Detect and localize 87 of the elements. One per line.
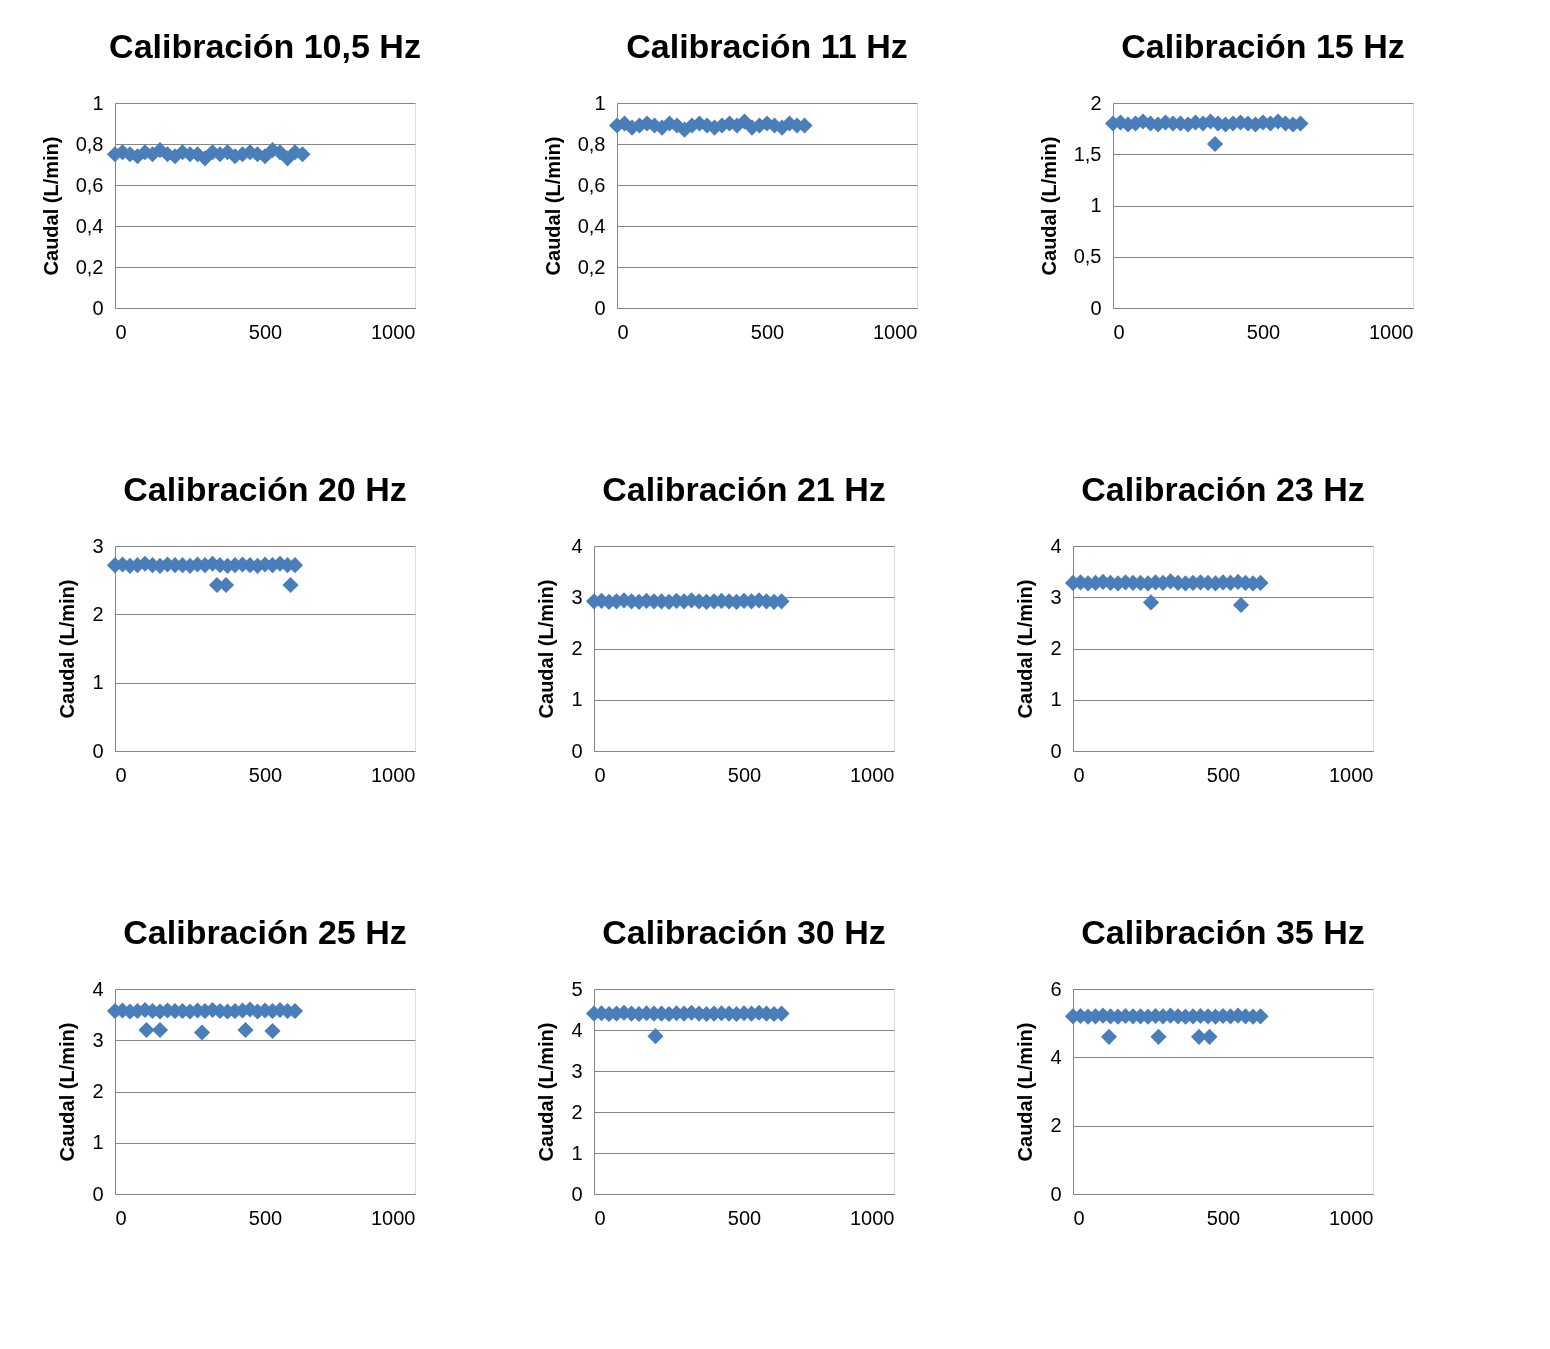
x-tick-label: 500 bbox=[1206, 763, 1241, 786]
y-tick-label: 0,6 bbox=[75, 173, 104, 196]
y-tick-label: 2 bbox=[1050, 637, 1062, 659]
x-tick-label: 1000 bbox=[1329, 1206, 1374, 1229]
y-tick-label: 2 bbox=[571, 1100, 583, 1123]
y-tick-label: 0,8 bbox=[577, 132, 606, 155]
x-tick-label: 500 bbox=[248, 1206, 283, 1229]
y-tick-label: 0 bbox=[1050, 739, 1062, 762]
y-axis-title: Caudal (L/min) bbox=[535, 579, 558, 719]
y-tick-label: 1,5 bbox=[1073, 142, 1102, 165]
x-tick-label: 0 bbox=[115, 763, 127, 786]
x-tick-label: 1000 bbox=[873, 320, 918, 343]
y-tick-label: 0,5 bbox=[1073, 245, 1102, 268]
y-tick-label: 2 bbox=[571, 637, 583, 659]
x-tick-label: 1000 bbox=[1369, 320, 1414, 343]
x-tick-label: 500 bbox=[727, 763, 762, 786]
y-axis-title: Caudal (L/min) bbox=[56, 579, 79, 719]
y-tick-label: 0,4 bbox=[75, 214, 104, 237]
y-axis-title: Caudal (L/min) bbox=[1037, 136, 1060, 276]
y-tick-label: 0 bbox=[594, 296, 606, 319]
y-tick-label: 0,6 bbox=[577, 173, 606, 196]
y-tick-label: 3 bbox=[92, 1028, 104, 1051]
y-tick-label: 3 bbox=[1050, 585, 1062, 608]
y-axis-title: Caudal (L/min) bbox=[56, 1022, 79, 1162]
chart-title: Calibración 35 Hz bbox=[1081, 913, 1365, 951]
y-tick-label: 0 bbox=[92, 296, 104, 319]
x-tick-label: 500 bbox=[727, 1206, 762, 1229]
y-tick-label: 0 bbox=[571, 739, 583, 762]
x-tick-label: 1000 bbox=[371, 1206, 416, 1229]
y-tick-label: 0 bbox=[1050, 1182, 1062, 1205]
y-tick-label: 5 bbox=[571, 977, 583, 1000]
y-tick-label: 1 bbox=[92, 91, 104, 114]
y-tick-label: 3 bbox=[571, 1059, 583, 1082]
y-tick-label: 0,2 bbox=[75, 255, 104, 278]
x-tick-label: 1000 bbox=[1329, 763, 1374, 786]
y-tick-label: 4 bbox=[571, 534, 583, 557]
chart-title: Calibración 30 Hz bbox=[602, 913, 886, 951]
y-axis-title: Caudal (L/min) bbox=[541, 136, 564, 276]
y-tick-label: 2 bbox=[92, 1080, 104, 1102]
x-tick-label: 500 bbox=[248, 763, 283, 786]
x-tick-label: 0 bbox=[115, 320, 127, 343]
y-tick-label: 1 bbox=[571, 688, 583, 711]
y-tick-label: 1 bbox=[1090, 194, 1102, 216]
x-tick-label: 0 bbox=[115, 1206, 127, 1229]
y-tick-label: 2 bbox=[1050, 1114, 1062, 1137]
y-tick-label: 0 bbox=[1090, 296, 1102, 319]
x-tick-label: 1000 bbox=[371, 320, 416, 343]
x-tick-label: 500 bbox=[1246, 320, 1281, 343]
y-tick-label: 2 bbox=[1090, 91, 1102, 114]
x-tick-label: 1000 bbox=[850, 1206, 895, 1229]
y-tick-label: 3 bbox=[92, 534, 104, 557]
y-tick-label: 4 bbox=[1050, 534, 1062, 557]
y-tick-label: 3 bbox=[571, 585, 583, 608]
y-tick-label: 0,8 bbox=[75, 132, 104, 155]
x-tick-label: 500 bbox=[750, 320, 785, 343]
x-tick-label: 500 bbox=[248, 320, 283, 343]
y-axis-title: Caudal (L/min) bbox=[1014, 1022, 1037, 1162]
y-axis-title: Caudal (L/min) bbox=[535, 1022, 558, 1162]
y-tick-label: 0 bbox=[92, 1182, 104, 1205]
chart-title: Calibración 10,5 Hz bbox=[109, 27, 421, 65]
y-tick-label: 0 bbox=[92, 739, 104, 762]
y-tick-label: 6 bbox=[1050, 977, 1062, 1000]
chart-title: Calibración 25 Hz bbox=[123, 913, 407, 951]
y-tick-label: 0,2 bbox=[577, 255, 606, 278]
chart-title: Calibración 23 Hz bbox=[1081, 470, 1365, 508]
y-tick-label: 1 bbox=[571, 1141, 583, 1164]
y-tick-label: 0,4 bbox=[577, 214, 606, 237]
y-tick-label: 4 bbox=[571, 1018, 583, 1041]
y-tick-label: 4 bbox=[1050, 1045, 1062, 1068]
x-tick-label: 1000 bbox=[371, 763, 416, 786]
y-axis-title: Caudal (L/min) bbox=[1014, 579, 1037, 719]
x-tick-label: 1000 bbox=[850, 763, 895, 786]
chart-title: Calibración 11 Hz bbox=[626, 27, 908, 65]
x-tick-label: 500 bbox=[1206, 1206, 1241, 1229]
chart-title: Calibración 20 Hz bbox=[123, 470, 407, 508]
x-tick-label: 0 bbox=[617, 320, 629, 343]
chart-title: Calibración 15 Hz bbox=[1121, 27, 1405, 65]
y-tick-label: 1 bbox=[92, 671, 104, 694]
y-axis-title: Caudal (L/min) bbox=[39, 136, 62, 276]
x-tick-label: 0 bbox=[1113, 320, 1125, 343]
y-tick-label: 1 bbox=[1050, 688, 1062, 711]
y-tick-label: 0 bbox=[571, 1182, 583, 1205]
y-tick-label: 1 bbox=[92, 1131, 104, 1154]
y-tick-label: 1 bbox=[594, 91, 606, 114]
y-tick-label: 4 bbox=[92, 977, 104, 1000]
y-tick-label: 2 bbox=[92, 602, 104, 625]
chart-title: Calibración 21 Hz bbox=[602, 470, 886, 508]
